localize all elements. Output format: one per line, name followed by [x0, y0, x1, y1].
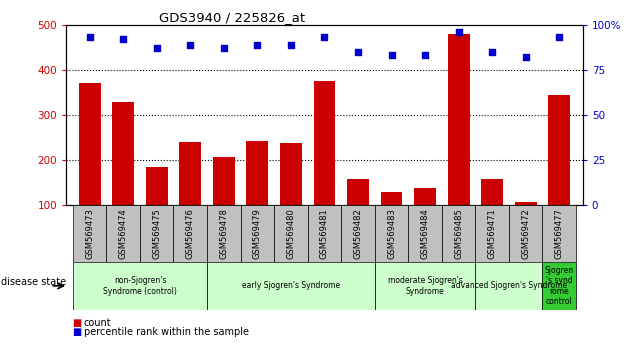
Text: ■: ■ — [72, 327, 82, 337]
Bar — [180, 142, 201, 251]
Bar — [274, 205, 307, 262]
Bar — [448, 34, 469, 251]
Text: GSM569478: GSM569478 — [219, 208, 228, 259]
Text: disease state: disease state — [1, 277, 66, 287]
Bar — [213, 156, 235, 251]
Bar — [381, 192, 403, 251]
Text: GSM569484: GSM569484 — [421, 208, 430, 259]
Point — [487, 49, 497, 55]
Point — [152, 45, 162, 51]
Text: GSM569481: GSM569481 — [320, 208, 329, 259]
Text: Sjogren
's synd
rome
control: Sjogren 's synd rome control — [545, 266, 574, 306]
Bar — [73, 262, 207, 310]
Bar — [476, 262, 542, 310]
Point — [520, 55, 530, 60]
Bar — [73, 205, 106, 262]
Point — [219, 45, 229, 51]
Bar — [307, 205, 341, 262]
Text: GSM569483: GSM569483 — [387, 208, 396, 259]
Text: GDS3940 / 225826_at: GDS3940 / 225826_at — [159, 11, 306, 24]
Point — [253, 42, 263, 47]
Bar — [442, 205, 476, 262]
Text: GSM569473: GSM569473 — [85, 208, 94, 259]
Bar — [246, 141, 268, 251]
Point — [420, 53, 430, 58]
Bar — [515, 202, 537, 251]
Point — [118, 36, 129, 42]
Text: percentile rank within the sample: percentile rank within the sample — [84, 327, 249, 337]
Text: GSM569472: GSM569472 — [521, 208, 530, 259]
Bar — [476, 205, 509, 262]
Text: GSM569476: GSM569476 — [186, 208, 195, 259]
Bar — [542, 205, 576, 262]
Bar — [481, 179, 503, 251]
Text: early Sjogren's Syndrome: early Sjogren's Syndrome — [242, 281, 340, 290]
Text: GSM569474: GSM569474 — [118, 208, 128, 259]
Bar — [207, 205, 241, 262]
Bar — [414, 188, 436, 251]
Bar — [241, 205, 274, 262]
Point — [454, 29, 464, 35]
Bar — [408, 205, 442, 262]
Bar — [375, 205, 408, 262]
Bar — [347, 179, 369, 251]
Bar — [548, 95, 570, 251]
Text: count: count — [84, 318, 112, 328]
Text: GSM569477: GSM569477 — [555, 208, 564, 259]
Point — [386, 53, 396, 58]
Text: non-Sjogren's
Syndrome (control): non-Sjogren's Syndrome (control) — [103, 276, 177, 296]
Bar — [112, 102, 134, 251]
Text: ■: ■ — [72, 318, 82, 328]
Text: GSM569471: GSM569471 — [488, 208, 496, 259]
Point — [353, 49, 363, 55]
Text: advanced Sjogren's Syndrome: advanced Sjogren's Syndrome — [451, 281, 567, 290]
Bar — [173, 205, 207, 262]
Text: GSM569482: GSM569482 — [353, 208, 362, 259]
Text: GSM569475: GSM569475 — [152, 208, 161, 259]
Text: GSM569485: GSM569485 — [454, 208, 463, 259]
Bar — [106, 205, 140, 262]
Point — [319, 35, 329, 40]
Bar — [509, 205, 542, 262]
Bar — [140, 205, 173, 262]
Bar — [375, 262, 476, 310]
Text: moderate Sjogren's
Syndrome: moderate Sjogren's Syndrome — [387, 276, 462, 296]
Point — [185, 42, 195, 47]
Bar — [542, 262, 576, 310]
Bar — [207, 262, 375, 310]
Point — [554, 35, 564, 40]
Bar — [280, 143, 302, 251]
Text: GSM569480: GSM569480 — [287, 208, 295, 259]
Point — [84, 35, 94, 40]
Bar — [79, 84, 101, 251]
Bar — [314, 81, 335, 251]
Bar — [341, 205, 375, 262]
Text: GSM569479: GSM569479 — [253, 208, 262, 259]
Bar — [146, 167, 168, 251]
Point — [286, 42, 296, 47]
